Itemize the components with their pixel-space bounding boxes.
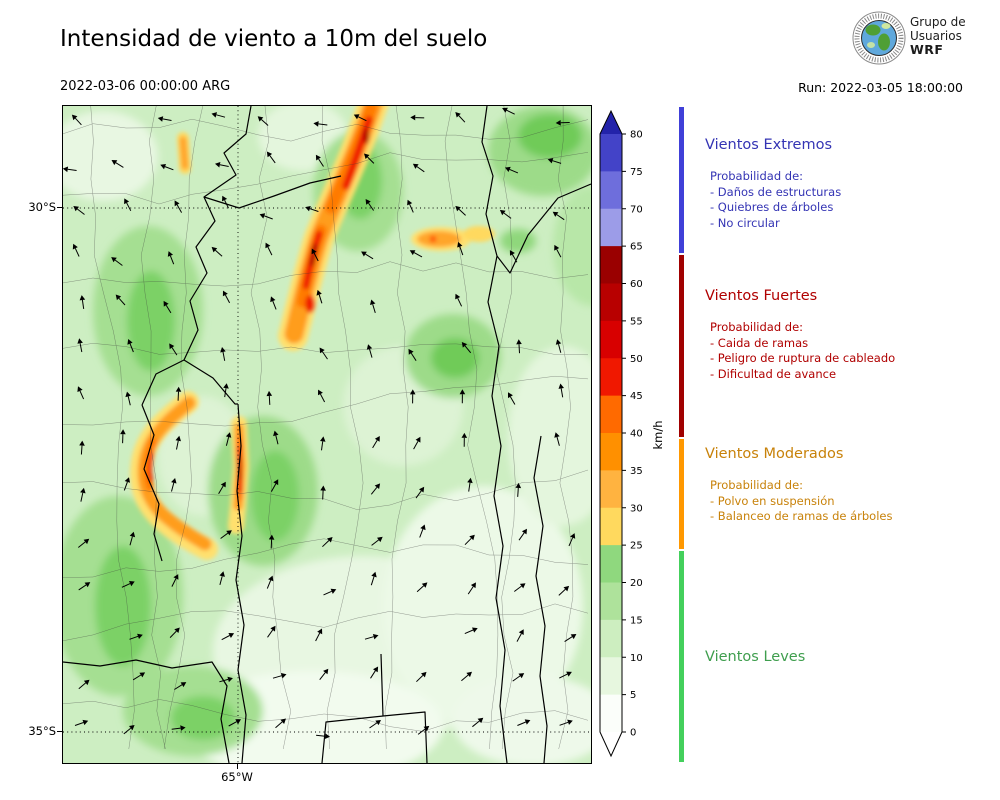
logo-text: Grupo de Usuarios WRF xyxy=(910,15,966,57)
svg-text:km/h: km/h xyxy=(651,420,665,449)
legend-item: - Quiebres de árboles xyxy=(710,200,834,214)
svg-text:40: 40 xyxy=(630,429,643,440)
prob-label: Probabilidad de: xyxy=(710,320,804,334)
legend-details-fuertes: Probabilidad de: - Caida de ramas - Peli… xyxy=(710,320,895,382)
province-boundaries xyxy=(63,106,591,763)
svg-text:50: 50 xyxy=(630,354,643,365)
svg-text:10: 10 xyxy=(630,653,643,664)
svg-text:5: 5 xyxy=(630,690,636,701)
legend-title-leves: Vientos Leves xyxy=(705,649,806,665)
svg-text:25: 25 xyxy=(630,541,643,552)
logo-line-wrf: WRF xyxy=(910,42,944,57)
colorbar: 80 75 70 65 60 55 50 45 40 35 30 25 20 15 10 5 0 km/h xyxy=(598,105,698,765)
svg-text:30: 30 xyxy=(630,503,643,514)
wind-vector-arrows xyxy=(63,107,577,739)
page-title: Intensidad de viento a 10m del suelo xyxy=(60,26,488,52)
svg-text:70: 70 xyxy=(630,204,643,215)
legend-title-extremos: Vientos Extremos xyxy=(705,137,833,153)
legend-strip-extremos xyxy=(679,107,684,253)
svg-text:55: 55 xyxy=(630,316,643,327)
svg-text:0: 0 xyxy=(630,728,636,739)
legend-title-moderados: Vientos Moderados xyxy=(705,446,844,462)
legend-item: - No circular xyxy=(710,215,780,230)
lat-tick-label-30s: 30°S xyxy=(28,200,56,214)
legend-item: - Peligro de ruptura de cableado xyxy=(710,351,896,365)
wrf-globe-logo-icon xyxy=(852,11,906,65)
svg-text:65: 65 xyxy=(630,242,643,253)
lon-tick-mark-65w xyxy=(237,764,238,769)
wind-shading-strong xyxy=(130,106,495,560)
legend-item: - Daños de estructuras xyxy=(710,184,842,199)
wind-map xyxy=(62,105,592,764)
legend-item: - Balanceo de ramas de árboles xyxy=(710,509,893,523)
svg-text:20: 20 xyxy=(630,578,643,589)
legend-details-moderados: Probabilidad de: - Polvo en suspensión -… xyxy=(710,478,892,525)
run-time-label: Run: 2022-03-05 18:00:00 xyxy=(798,80,963,95)
legend-strip-moderados xyxy=(679,439,684,549)
svg-text:15: 15 xyxy=(630,615,643,626)
globe-icon xyxy=(852,11,906,65)
legend-item: - Polvo en suspensión xyxy=(710,493,835,508)
legend-item: - Caida de ramas xyxy=(710,335,809,350)
wind-map-canvas xyxy=(63,106,591,763)
svg-text:60: 60 xyxy=(630,279,643,290)
svg-text:80: 80 xyxy=(630,130,643,141)
prob-label: Probabilidad de: xyxy=(710,169,804,183)
lat-tick-mark-30s xyxy=(57,207,62,208)
legend-details-extremos: Probabilidad de: - Daños de estructuras … xyxy=(710,169,841,231)
legend-strip-leves xyxy=(679,551,684,762)
lat-lon-gridlines xyxy=(63,106,591,763)
legend-item: - Dificultad de avance xyxy=(710,366,837,381)
svg-text:45: 45 xyxy=(630,391,643,402)
logo-line-1: Grupo de xyxy=(910,15,966,29)
legend-title-fuertes: Vientos Fuertes xyxy=(705,288,818,304)
valid-time-label: 2022-03-06 00:00:00 ARG xyxy=(60,79,231,94)
lat-tick-mark-35s xyxy=(57,731,62,732)
svg-text:75: 75 xyxy=(630,167,643,178)
prob-label: Probabilidad de: xyxy=(710,478,804,492)
lon-tick-label-65w: 65°W xyxy=(221,770,253,784)
svg-text:35: 35 xyxy=(630,466,643,477)
legend-strip-fuertes xyxy=(679,255,684,437)
lat-tick-label-35s: 35°S xyxy=(28,724,56,738)
logo-line-2: Usuarios xyxy=(910,29,962,43)
